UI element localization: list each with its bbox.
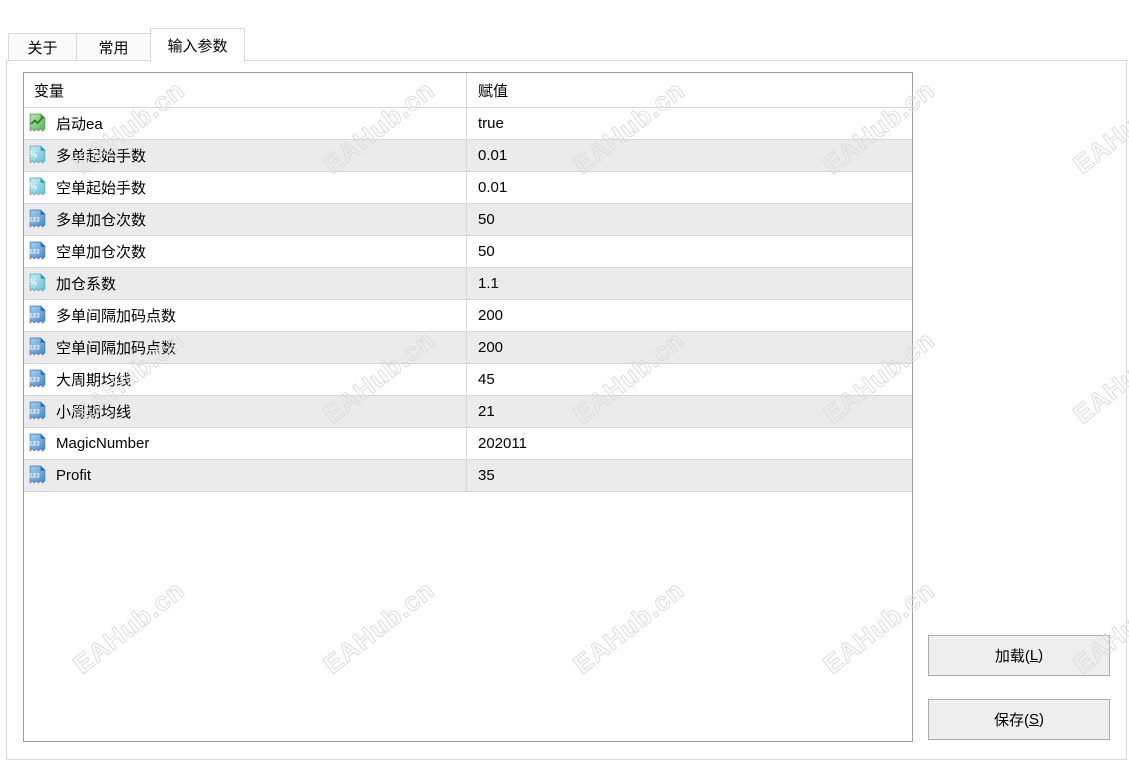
integer-parameter-icon: 123 — [27, 465, 48, 486]
parameter-value[interactable]: 202011 — [466, 428, 912, 459]
parameter-name: 多单间隔加码点数 — [56, 308, 177, 325]
column-header-variable[interactable]: 变量 — [34, 82, 65, 100]
tab-input-parameters-label: 输入参数 — [167, 38, 228, 55]
parameter-name: MagicNumber — [56, 435, 150, 452]
svg-text:½: ½ — [29, 277, 37, 288]
parameters-table: 变量 赋值 启动ea true ½ 多单起始手数 0.01 ½ 空单起始手数 0… — [23, 72, 913, 742]
double-parameter-icon: ½ — [27, 177, 48, 198]
load-button[interactable]: 加载(L) — [928, 635, 1110, 676]
parameter-row[interactable]: ½ 多单起始手数 0.01 — [24, 140, 912, 172]
tab-about-label: 关于 — [27, 39, 58, 57]
parameter-name: 空单起始手数 — [56, 180, 147, 197]
double-parameter-icon: ½ — [27, 145, 48, 166]
tab-input-parameters[interactable]: 输入参数 — [150, 28, 245, 62]
parameter-value[interactable]: true — [466, 108, 912, 139]
parameter-row[interactable]: 123 小周期均线 21 — [24, 396, 912, 428]
integer-parameter-icon: 123 — [27, 305, 48, 326]
table-header: 变量 赋值 — [24, 73, 912, 108]
svg-text:123: 123 — [29, 377, 40, 384]
parameter-value[interactable]: 21 — [466, 396, 912, 427]
parameter-name: 加仓系数 — [56, 276, 117, 293]
parameter-row[interactable]: 123 MagicNumber 202011 — [24, 428, 912, 460]
tab-about[interactable]: 关于 — [8, 33, 77, 60]
double-parameter-icon: ½ — [27, 273, 48, 294]
parameter-name: 多单起始手数 — [56, 148, 147, 165]
svg-text:½: ½ — [29, 149, 37, 160]
parameter-row[interactable]: ½ 加仓系数 1.1 — [24, 268, 912, 300]
integer-parameter-icon: 123 — [27, 401, 48, 422]
parameter-value[interactable]: 50 — [466, 204, 912, 235]
parameter-name: 大周期均线 — [56, 372, 132, 389]
save-button[interactable]: 保存(S) — [928, 699, 1110, 740]
tab-common-label: 常用 — [98, 39, 129, 57]
parameter-name: 空单间隔加码点数 — [56, 340, 177, 357]
parameter-value[interactable]: 200 — [466, 300, 912, 331]
svg-text:123: 123 — [29, 217, 40, 224]
parameter-name: 启动ea — [56, 116, 103, 133]
parameter-value[interactable]: 0.01 — [466, 140, 912, 171]
svg-text:123: 123 — [29, 345, 40, 352]
integer-parameter-icon: 123 — [27, 337, 48, 358]
integer-parameter-icon: 123 — [27, 433, 48, 454]
parameter-row[interactable]: ½ 空单起始手数 0.01 — [24, 172, 912, 204]
table-rows: 启动ea true ½ 多单起始手数 0.01 ½ 空单起始手数 0.01 12… — [24, 108, 912, 492]
parameter-row[interactable]: 123 空单间隔加码点数 200 — [24, 332, 912, 364]
tab-common[interactable]: 常用 — [76, 33, 151, 60]
svg-text:123: 123 — [29, 313, 40, 320]
parameter-name: Profit — [56, 467, 92, 484]
parameter-value[interactable]: 35 — [466, 460, 912, 491]
parameter-value[interactable]: 45 — [466, 364, 912, 395]
parameter-row[interactable]: 123 Profit 35 — [24, 460, 912, 492]
parameter-value[interactable]: 1.1 — [466, 268, 912, 299]
parameter-row[interactable]: 启动ea true — [24, 108, 912, 140]
integer-parameter-icon: 123 — [27, 241, 48, 262]
svg-text:123: 123 — [29, 409, 40, 416]
svg-text:½: ½ — [29, 181, 37, 192]
parameter-value[interactable]: 0.01 — [466, 172, 912, 203]
parameter-row[interactable]: 123 大周期均线 45 — [24, 364, 912, 396]
integer-parameter-icon: 123 — [27, 209, 48, 230]
parameter-value[interactable]: 50 — [466, 236, 912, 267]
column-header-value[interactable]: 赋值 — [466, 73, 912, 107]
parameter-name: 空单加仓次数 — [56, 244, 147, 261]
svg-text:123: 123 — [29, 473, 40, 480]
parameter-row[interactable]: 123 多单加仓次数 50 — [24, 204, 912, 236]
parameter-row[interactable]: 123 多单间隔加码点数 200 — [24, 300, 912, 332]
parameter-row[interactable]: 123 空单加仓次数 50 — [24, 236, 912, 268]
bool-parameter-icon — [27, 113, 48, 134]
svg-text:123: 123 — [29, 249, 40, 256]
parameter-name: 多单加仓次数 — [56, 212, 147, 229]
parameter-name: 小周期均线 — [56, 404, 132, 421]
integer-parameter-icon: 123 — [27, 369, 48, 390]
svg-text:123: 123 — [29, 441, 40, 448]
parameter-value[interactable]: 200 — [466, 332, 912, 363]
